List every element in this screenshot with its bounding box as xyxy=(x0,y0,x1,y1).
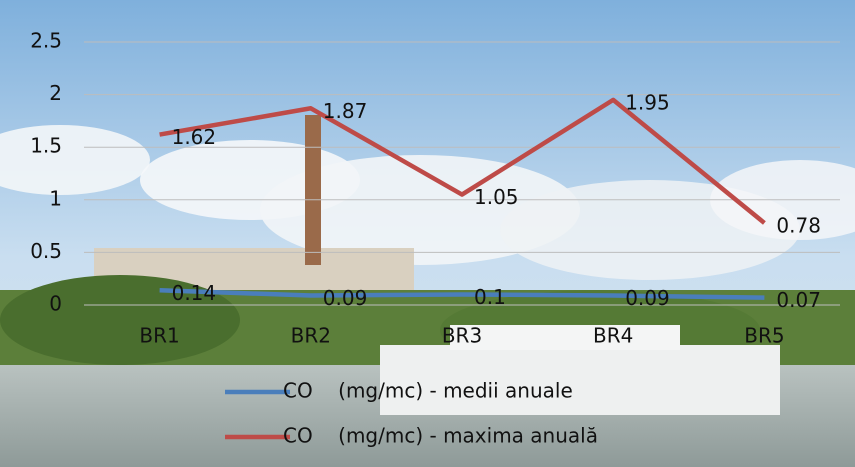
data-label: 0.09 xyxy=(625,286,670,310)
x-tick-label: BR2 xyxy=(291,324,331,348)
data-label: 0.78 xyxy=(776,213,821,237)
x-tick-label: BR4 xyxy=(593,324,633,348)
x-tick-label: BR1 xyxy=(139,324,179,348)
data-label: 1.62 xyxy=(172,125,217,149)
data-label: 0.14 xyxy=(172,281,217,305)
y-tick-label: 1 xyxy=(49,186,62,210)
y-tick-label: 1.5 xyxy=(30,134,62,158)
data-label: 1.95 xyxy=(625,90,670,114)
data-line xyxy=(159,288,765,300)
data-label: 0.07 xyxy=(776,288,821,312)
y-tick-label: 2.5 xyxy=(30,29,62,53)
data-label: 1.87 xyxy=(323,99,368,123)
y-tick-label: 0 xyxy=(49,292,62,316)
x-tick-label: BR5 xyxy=(744,324,784,348)
data-line xyxy=(159,97,766,225)
x-tick-label: BR3 xyxy=(442,324,482,348)
data-label: 0.09 xyxy=(323,286,368,310)
legend-label: CO (mg/mc) - medii anuale xyxy=(283,379,573,403)
data-label: 1.05 xyxy=(474,185,519,209)
data-label: 0.1 xyxy=(474,285,506,309)
y-tick-label: 0.5 xyxy=(30,239,62,263)
y-tick-label: 2 xyxy=(49,81,62,105)
legend-label: CO (mg/mc) - maxima anuală xyxy=(283,424,598,448)
